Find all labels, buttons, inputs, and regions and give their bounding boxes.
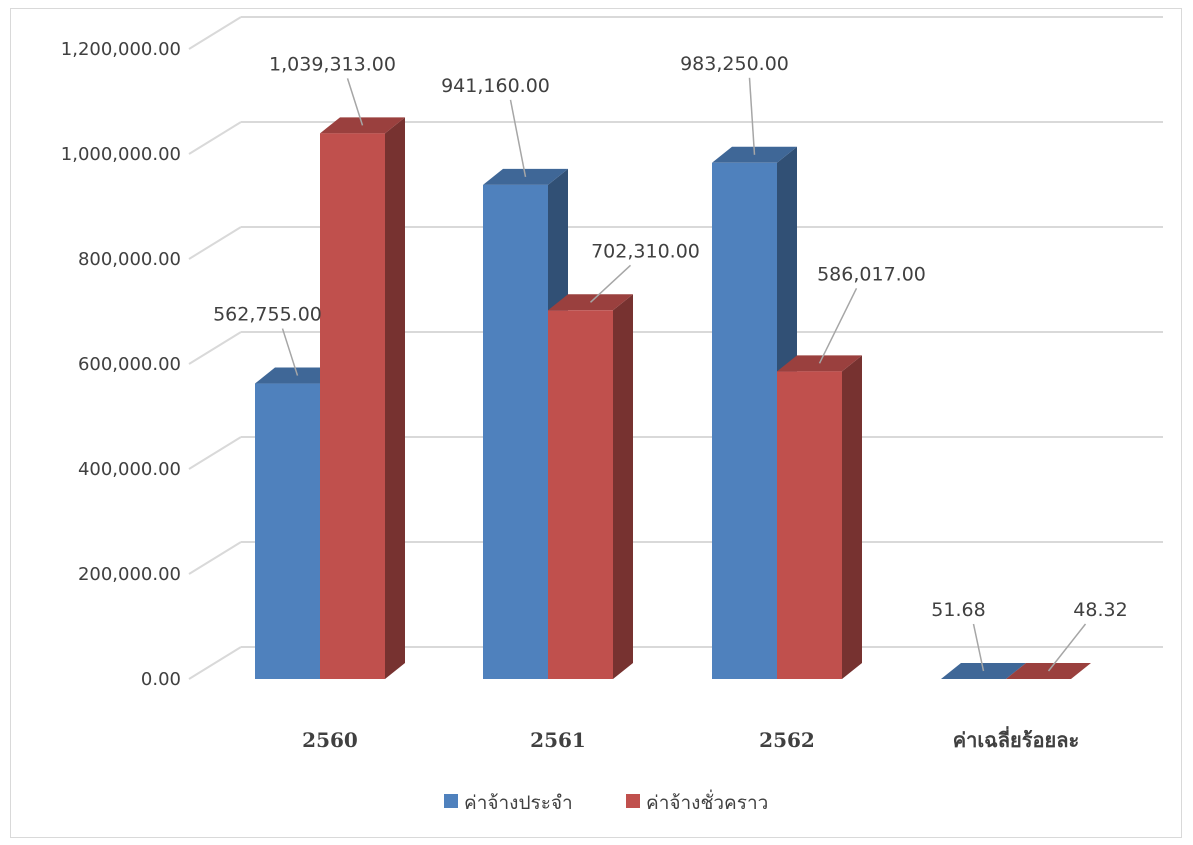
bar [548, 310, 613, 679]
bar-side-face [613, 294, 633, 679]
gridline-side [188, 226, 242, 260]
x-category-label: ค่าเฉลี่ยร้อยละ [953, 725, 1080, 752]
leader-line [346, 78, 364, 126]
legend-label: ค่าจ้างชั่วคราว [646, 789, 768, 814]
bar [255, 383, 320, 679]
data-label: 1,039,313.00 [269, 53, 396, 75]
data-label: 51.68 [931, 599, 985, 621]
legend-swatch [626, 794, 640, 808]
x-axis-category-labels: 2560 2561 2562 ค่าเฉลี่ยร้อยละ [302, 725, 1079, 752]
bar [712, 162, 777, 679]
y-tick-label: 0.00 [141, 669, 181, 690]
bar [483, 184, 548, 680]
x-category-label: 2560 [302, 728, 358, 752]
y-tick-label: 1,200,000.00 [61, 39, 181, 60]
data-label: 983,250.00 [680, 53, 789, 75]
leader-line [748, 77, 756, 155]
legend-swatch [444, 794, 458, 808]
gridline-side [188, 16, 242, 50]
data-label: 586,017.00 [817, 263, 926, 285]
y-tick-label: 800,000.00 [78, 249, 181, 270]
bar-side-face [842, 355, 862, 679]
data-label: 48.32 [1073, 599, 1127, 621]
data-labels: 562,755.00 1,039,313.00 941,160.00 702,310.… [213, 53, 1128, 672]
leader-line [589, 264, 632, 303]
data-label: 941,160.00 [441, 75, 550, 97]
bars [255, 117, 1091, 680]
y-tick-label: 600,000.00 [78, 354, 181, 375]
x-category-label: 2561 [530, 728, 586, 752]
bar [777, 371, 842, 679]
bar-side-face [385, 117, 405, 680]
y-tick-label: 1,000,000.00 [61, 144, 181, 165]
leader-line [972, 623, 985, 672]
y-tick-label: 200,000.00 [78, 564, 181, 585]
data-label: 702,310.00 [591, 240, 700, 262]
bar-side-face [1071, 662, 1091, 679]
gridline-side [188, 646, 242, 680]
legend-label: ค่าจ้างประจำ [464, 792, 573, 814]
gridline-side [188, 331, 242, 365]
leader-line [818, 288, 858, 364]
gridline-side [188, 121, 242, 155]
leader-line [1047, 623, 1087, 672]
gridline-side [188, 436, 242, 470]
y-tick-label: 400,000.00 [78, 459, 181, 480]
leader-line [281, 328, 299, 376]
y-axis-tick-labels: 0.00 200,000.00 400,000.00 600,000.00 800,00… [61, 39, 181, 690]
legend: ค่าจ้างประจำ ค่าจ้างชั่วคราว [444, 789, 768, 814]
leader-line [509, 99, 527, 178]
x-category-label: 2562 [759, 728, 815, 752]
data-label: 562,755.00 [213, 304, 322, 326]
chart-container: 0.00 200,000.00 400,000.00 600,000.00 800,00… [10, 8, 1182, 838]
gridline-side [188, 541, 242, 575]
bar-chart: 0.00 200,000.00 400,000.00 600,000.00 800,00… [61, 16, 1163, 814]
bar [320, 133, 385, 680]
